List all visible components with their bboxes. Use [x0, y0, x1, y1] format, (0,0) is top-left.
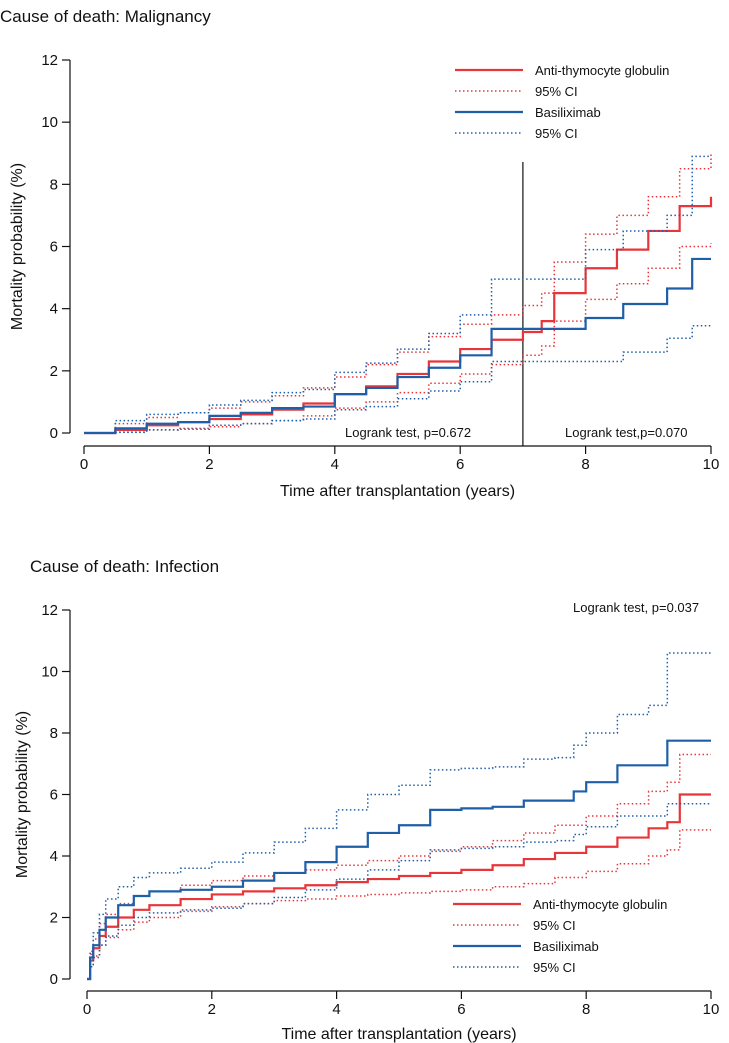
chart-panel-0: Cause of death: Malignancy 0 2 4 6 8 10 12 0 2 4 6 8… [0, 7, 719, 500]
x-tick-label: 2 [208, 1001, 216, 1018]
legend-label: Basiliximab [533, 939, 599, 954]
series-line-0 [87, 793, 711, 981]
x-tick-label: 0 [80, 456, 88, 473]
legend-label: Basiliximab [535, 105, 601, 120]
series-line-5 [87, 802, 711, 980]
y-tick-label: 2 [50, 910, 58, 927]
legend-label: 95% CI [533, 960, 576, 975]
x-tick-label: 4 [332, 1001, 340, 1018]
y-tick-label: 4 [50, 301, 58, 318]
series-line-5 [84, 325, 711, 434]
legend: Anti-thymocyte globulin 95% CI Basiliximab… [453, 897, 667, 975]
logrank-annotation: Logrank test, p=0.672 [345, 425, 471, 440]
legend-label: 95% CI [535, 126, 578, 141]
x-tick-label: 6 [456, 456, 464, 473]
x-tick-label: 10 [703, 456, 720, 473]
x-axis-title: Time after transplantation (years) [281, 1026, 516, 1043]
y-tick-label: 2 [50, 363, 58, 380]
x-tick-label: 2 [205, 456, 213, 473]
series-line-1 [87, 753, 711, 980]
x-tick-label: 0 [83, 1001, 91, 1018]
series-line-3 [87, 739, 711, 981]
y-tick-label: 6 [50, 787, 58, 804]
y-axis-title: Mortality probability (%) [9, 163, 26, 330]
legend-label: 95% CI [535, 84, 578, 99]
x-tick-label: 8 [582, 1001, 590, 1018]
y-tick-label: 12 [41, 602, 58, 619]
legend-label: Anti-thymocyte globulin [535, 63, 669, 78]
y-tick-label: 0 [50, 425, 58, 442]
y-tick-label: 8 [50, 725, 58, 742]
y-tick-label: 0 [50, 971, 58, 988]
x-tick-label: 6 [457, 1001, 465, 1018]
legend-label: Anti-thymocyte globulin [533, 897, 667, 912]
chart-title: Cause of death: Infection [30, 557, 219, 576]
series-line-4 [84, 155, 711, 434]
x-tick-label: 8 [581, 456, 589, 473]
y-tick-label: 8 [50, 176, 58, 193]
series-line-4 [87, 652, 711, 980]
y-tick-label: 10 [41, 664, 58, 681]
chart-panel-1: Cause of death: Infection 0 2 4 6 8 10 12 0 2 4 6 8 1… [14, 557, 719, 1043]
y-axis-title: Mortality probability (%) [14, 711, 31, 878]
series-line-2 [84, 243, 712, 434]
x-tick-label: 4 [331, 456, 339, 473]
y-tick-label: 6 [50, 239, 58, 256]
logrank-annotation: Logrank test,p=0.070 [565, 425, 688, 440]
x-tick-label: 10 [703, 1001, 720, 1018]
x-axis-title: Time after transplantation (years) [280, 483, 515, 500]
logrank-annotation: Logrank test, p=0.037 [573, 600, 699, 615]
chart-title: Cause of death: Malignancy [0, 7, 211, 26]
y-tick-label: 4 [50, 848, 58, 865]
legend: Anti-thymocyte globulin 95% CI Basiliximab… [455, 63, 669, 141]
legend-label: 95% CI [533, 918, 576, 933]
series-line-3 [84, 257, 711, 435]
y-tick-label: 10 [41, 114, 58, 131]
y-tick-label: 12 [41, 52, 58, 69]
